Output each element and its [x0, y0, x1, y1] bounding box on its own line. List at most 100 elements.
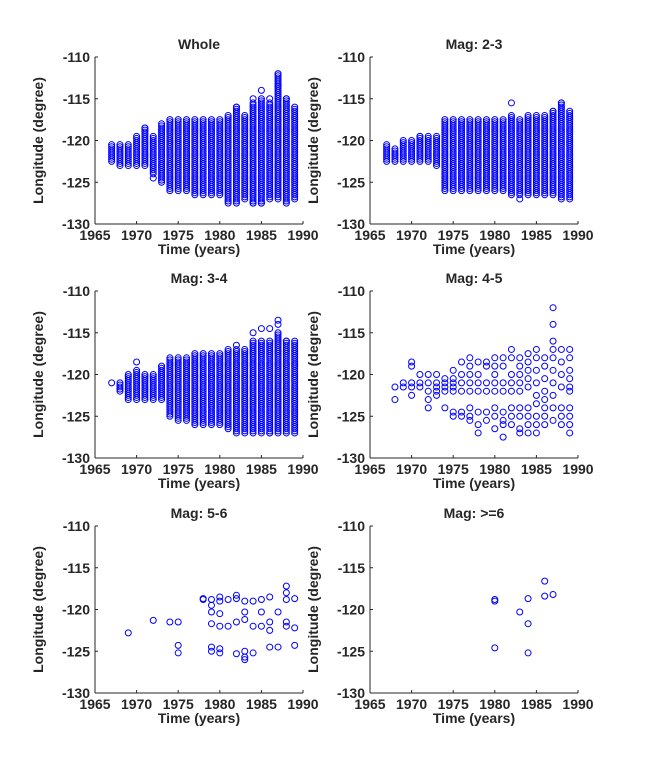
- x-tick-label: 1980: [204, 461, 235, 477]
- data-point: [257, 622, 265, 630]
- data-point: [433, 387, 441, 395]
- x-tick-label: 1985: [521, 696, 552, 712]
- data-point: [141, 373, 149, 381]
- data-point: [124, 141, 132, 149]
- data-point: [516, 371, 524, 378]
- data-point: [399, 379, 407, 387]
- data-point: [507, 354, 515, 362]
- data-point: [241, 114, 249, 122]
- data-point: [199, 350, 207, 358]
- x-tick-label: 1990: [287, 461, 318, 477]
- data-point: [524, 620, 532, 628]
- x-tick-label: 1965: [79, 461, 110, 477]
- data-point: [241, 116, 249, 124]
- data-point: [532, 391, 540, 399]
- data-point: [474, 116, 482, 124]
- data-point: [466, 362, 474, 370]
- data-point: [557, 358, 565, 366]
- data-point: [207, 354, 215, 362]
- data-point: [507, 345, 515, 353]
- x-tick-label: 1975: [438, 461, 469, 477]
- y-tick-label: -115: [63, 560, 90, 576]
- data-point: [291, 103, 299, 111]
- data-point: [408, 379, 416, 387]
- data-point: [441, 120, 449, 128]
- data-point: [232, 107, 240, 115]
- x-tick-label: 1975: [163, 461, 194, 477]
- data-point: [441, 118, 449, 126]
- data-point: [566, 412, 574, 420]
- x-tick-label: 1975: [163, 696, 194, 712]
- data-point: [249, 649, 257, 657]
- data-point: [499, 362, 507, 370]
- data-point: [499, 116, 507, 124]
- data-point: [224, 622, 232, 630]
- data-point: [158, 124, 166, 132]
- data-point: [524, 421, 532, 429]
- y-tick-label: -110: [63, 283, 90, 299]
- data-point: [491, 118, 499, 126]
- y-tick-label: -115: [63, 91, 90, 107]
- data-point: [541, 116, 549, 124]
- data-point: [408, 141, 416, 149]
- data-point: [266, 325, 274, 333]
- data-point: [224, 345, 232, 353]
- data-point: [466, 412, 474, 420]
- data-point: [183, 356, 191, 364]
- x-axis-label: Time (years): [158, 475, 240, 491]
- data-point: [207, 116, 215, 124]
- x-tick-label: 1965: [79, 227, 110, 243]
- data-point: [191, 116, 199, 124]
- data-point: [449, 383, 457, 391]
- data-point: [491, 425, 499, 433]
- panel-title: Mag: >=6: [444, 505, 505, 521]
- x-tick-label: 1985: [521, 461, 552, 477]
- data-point: [274, 82, 282, 90]
- data-point: [191, 350, 199, 358]
- data-point: [474, 371, 482, 378]
- data-point: [433, 134, 441, 142]
- data-point: [274, 331, 282, 339]
- x-tick-label: 1990: [562, 696, 593, 712]
- x-tick-label: 1965: [79, 696, 110, 712]
- x-axis-label: Time (years): [433, 475, 515, 491]
- data-point: [291, 595, 299, 603]
- data-point: [391, 147, 399, 155]
- data-point: [541, 387, 549, 395]
- data-point: [524, 358, 532, 366]
- y-tick-label: -125: [62, 643, 90, 659]
- data-point: [241, 348, 249, 356]
- data-point: [416, 371, 424, 378]
- x-axis-label: Time (years): [158, 710, 240, 726]
- y-tick-label: -110: [338, 518, 365, 534]
- data-point: [424, 379, 432, 387]
- data-point: [557, 383, 565, 391]
- data-point: [166, 120, 174, 128]
- data-point: [549, 304, 557, 312]
- data-point: [249, 95, 257, 103]
- data-point: [399, 383, 407, 391]
- data-point: [516, 354, 524, 362]
- x-tick-label: 1970: [396, 227, 427, 243]
- data-point: [249, 103, 257, 111]
- data-point: [207, 643, 215, 651]
- data-markers: [391, 304, 574, 441]
- data-point: [199, 354, 207, 362]
- data-point: [499, 408, 507, 416]
- data-point: [499, 421, 507, 429]
- data-point: [207, 601, 215, 609]
- data-point: [458, 120, 466, 128]
- y-axis-label: Longitude (degree): [30, 311, 46, 438]
- data-point: [282, 97, 290, 105]
- data-point: [282, 341, 290, 349]
- data-point: [124, 375, 132, 383]
- data-point: [408, 139, 416, 147]
- data-point: [383, 143, 391, 151]
- data-point: [549, 379, 557, 387]
- data-point: [524, 116, 532, 124]
- data-point: [532, 345, 540, 353]
- data-point: [566, 366, 574, 374]
- data-point: [116, 379, 124, 387]
- data-point: [466, 416, 474, 424]
